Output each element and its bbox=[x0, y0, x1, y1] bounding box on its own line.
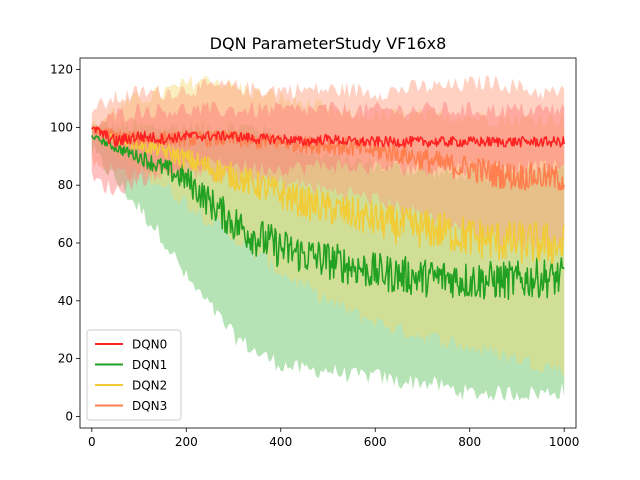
dqn2-line bbox=[91, 126, 565, 265]
dqn1-line bbox=[91, 135, 565, 301]
y-tick-label: 80 bbox=[58, 178, 73, 192]
dqn3-confidence-band bbox=[91, 75, 565, 252]
x-tick-label: 600 bbox=[364, 435, 387, 449]
y-tick-label: 40 bbox=[58, 294, 73, 308]
x-tick-label: 0 bbox=[88, 435, 96, 449]
y-tick-label: 60 bbox=[58, 236, 73, 250]
plot-area bbox=[91, 75, 565, 402]
legend-label-dqn1: DQN1 bbox=[132, 358, 167, 372]
legend: DQN0 DQN1 DQN2 DQN3 bbox=[86, 329, 182, 421]
x-tick-label: 200 bbox=[175, 435, 198, 449]
dqn1-confidence-band bbox=[91, 118, 565, 402]
y-tick-label: 120 bbox=[50, 63, 73, 77]
dqn2-confidence-band bbox=[91, 75, 565, 379]
legend-label-dqn3: DQN3 bbox=[132, 399, 167, 413]
y-tick-label: 20 bbox=[58, 352, 73, 366]
x-tick-label: 400 bbox=[269, 435, 292, 449]
axes: 0 200 400 600 800 1000 0 20 40 60 80 100 120 bbox=[50, 57, 580, 449]
legend-box bbox=[86, 329, 182, 421]
dqn3-line bbox=[91, 126, 565, 191]
x-tick-label: 800 bbox=[458, 435, 481, 449]
legend-label-dqn2: DQN2 bbox=[132, 379, 167, 393]
chart-title: DQN ParameterStudy VF16x8 bbox=[210, 34, 447, 53]
y-tick-label: 0 bbox=[65, 409, 73, 423]
legend-label-dqn0: DQN0 bbox=[132, 338, 167, 352]
y-tick-label: 100 bbox=[50, 120, 73, 134]
dqn0-line bbox=[91, 126, 565, 148]
x-tick-label: 1000 bbox=[549, 435, 580, 449]
